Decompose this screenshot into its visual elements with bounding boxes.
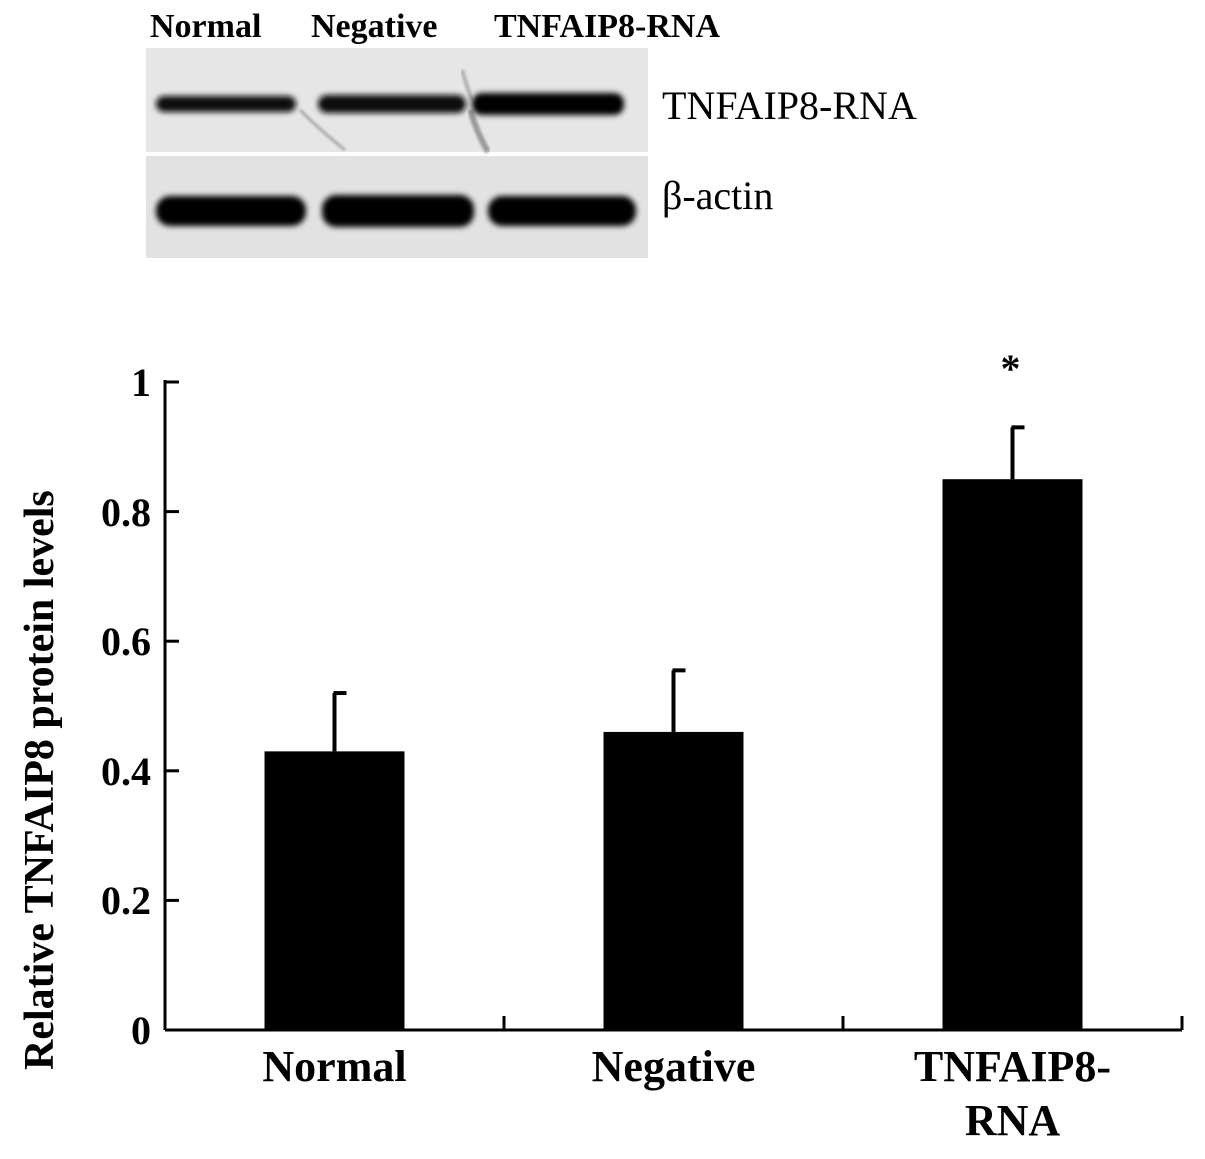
y-tick-label: 1	[131, 360, 151, 405]
lane-label-normal: Normal	[150, 8, 262, 45]
lane-label-negative: Negative	[311, 8, 438, 45]
blot-smudge	[460, 69, 474, 101]
blot-band-actin-rna	[488, 196, 636, 226]
blot-band-actin-negative	[322, 195, 474, 227]
blot-smudge	[298, 108, 346, 152]
blot-smudge	[467, 109, 491, 154]
y-tick-label: 0.4	[101, 748, 151, 794]
band-label-beta-actin: β-actin	[662, 173, 774, 218]
blot-image	[146, 48, 648, 258]
blot-band-tnfaip8-rna	[472, 93, 624, 115]
blot-band-tnfaip8-negative	[318, 95, 466, 113]
y-tick-label: 0.8	[101, 489, 151, 535]
lane-label-tnfaip8-rna: TNFAIP8-RNA	[494, 8, 721, 45]
band-label-tnfaip8-rna: TNFAIP8-RNA	[662, 83, 917, 128]
y-tick-label: 0.2	[101, 878, 151, 924]
x-tick-label: Negative	[591, 1042, 756, 1091]
y-tick-label: 0	[131, 1008, 151, 1053]
x-tick-label: Normal	[262, 1042, 407, 1091]
y-tick-label: 0.6	[101, 619, 151, 665]
bar-1	[603, 731, 744, 1030]
bar-2	[942, 479, 1083, 1030]
x-tick-label: TNFAIP8- RNA	[913, 1042, 1112, 1145]
blot-band-actin-normal	[156, 196, 306, 226]
blot-band-tnfaip8-normal	[156, 96, 296, 112]
bar-0	[264, 751, 405, 1030]
significance-marker: *	[1000, 346, 1021, 391]
